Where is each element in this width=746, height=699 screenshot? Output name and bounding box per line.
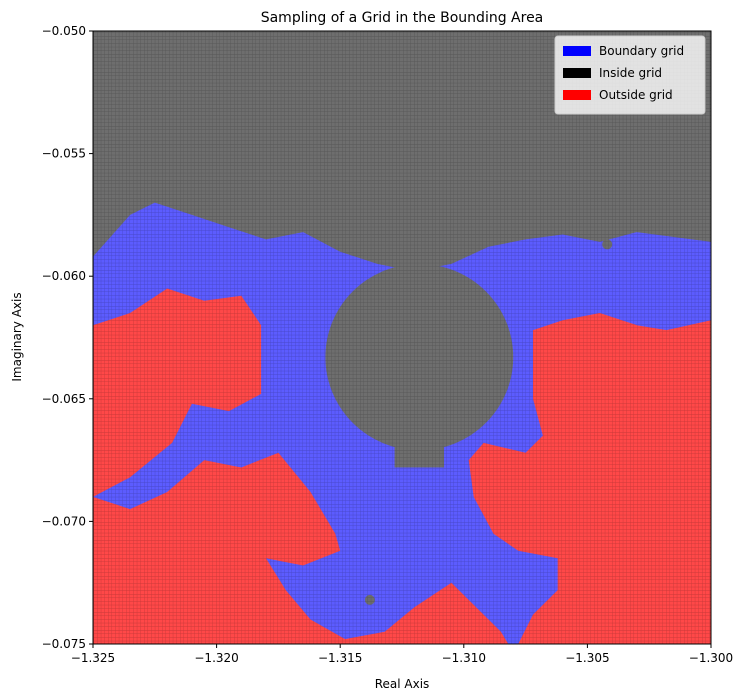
x-tick-label: −1.320 (194, 651, 238, 665)
legend: Boundary grid Inside grid Outside grid (554, 35, 706, 115)
y-tick-label: −0.070 (42, 514, 86, 528)
chart-title: Sampling of a Grid in the Bounding Area (261, 10, 544, 26)
plot-frame (92, 30, 712, 645)
legend-label: Outside grid (599, 88, 673, 102)
legend-swatch (563, 68, 591, 78)
x-tick-label: −1.325 (71, 651, 115, 665)
x-tick-label: −1.305 (565, 651, 609, 665)
y-tick-label: −0.050 (42, 24, 86, 38)
y-tick-label: −0.060 (42, 269, 86, 283)
grid-cell-lines (93, 31, 711, 644)
x-tick-label: −1.300 (689, 651, 733, 665)
x-axis-label: Real Axis (375, 677, 430, 691)
legend-swatch (563, 90, 591, 100)
y-tick-label: −0.075 (42, 637, 86, 651)
x-axis: −1.325 −1.320 −1.315 −1.310 −1.305 −1.300 (71, 644, 733, 665)
legend-label: Boundary grid (599, 44, 684, 58)
x-tick-label: −1.310 (442, 651, 486, 665)
plot-area (93, 31, 711, 644)
legend-label: Inside grid (599, 66, 662, 80)
x-tick-label: −1.315 (318, 651, 362, 665)
y-axis-label: Imaginary Axis (10, 292, 24, 381)
y-tick-label: −0.055 (42, 147, 86, 161)
legend-swatch (563, 46, 591, 56)
y-tick-label: −0.065 (42, 392, 86, 406)
y-axis: −0.050 −0.055 −0.060 −0.065 −0.070 −0.075 (42, 24, 93, 651)
legend-box (554, 35, 706, 115)
